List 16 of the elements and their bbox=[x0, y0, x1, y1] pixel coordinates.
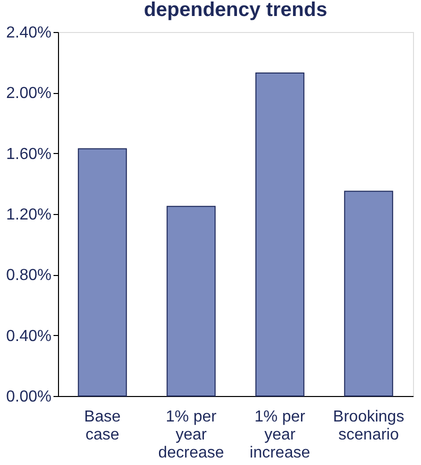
y-tick-label: 2.40% bbox=[6, 24, 52, 42]
x-tick-label: 1% per year decrease bbox=[158, 408, 224, 462]
y-tick-label: 0.80% bbox=[6, 267, 52, 284]
chart-title: dependency trends bbox=[144, 0, 328, 21]
y-tick-label: 2.00% bbox=[6, 85, 52, 102]
y-tick-label: 0.00% bbox=[6, 388, 52, 406]
x-tick-label: Base case bbox=[84, 408, 121, 444]
bar bbox=[344, 190, 394, 396]
y-tick-label: 1.60% bbox=[6, 146, 52, 163]
bar bbox=[255, 72, 304, 396]
y-tick-label: 0.40% bbox=[6, 328, 52, 345]
bar bbox=[78, 148, 127, 396]
x-tick-label: 1% per year increase bbox=[250, 408, 310, 462]
y-tick-label: 1.20% bbox=[6, 206, 52, 224]
bar bbox=[166, 206, 216, 396]
x-tick-label: Brookings scenario bbox=[333, 408, 404, 444]
